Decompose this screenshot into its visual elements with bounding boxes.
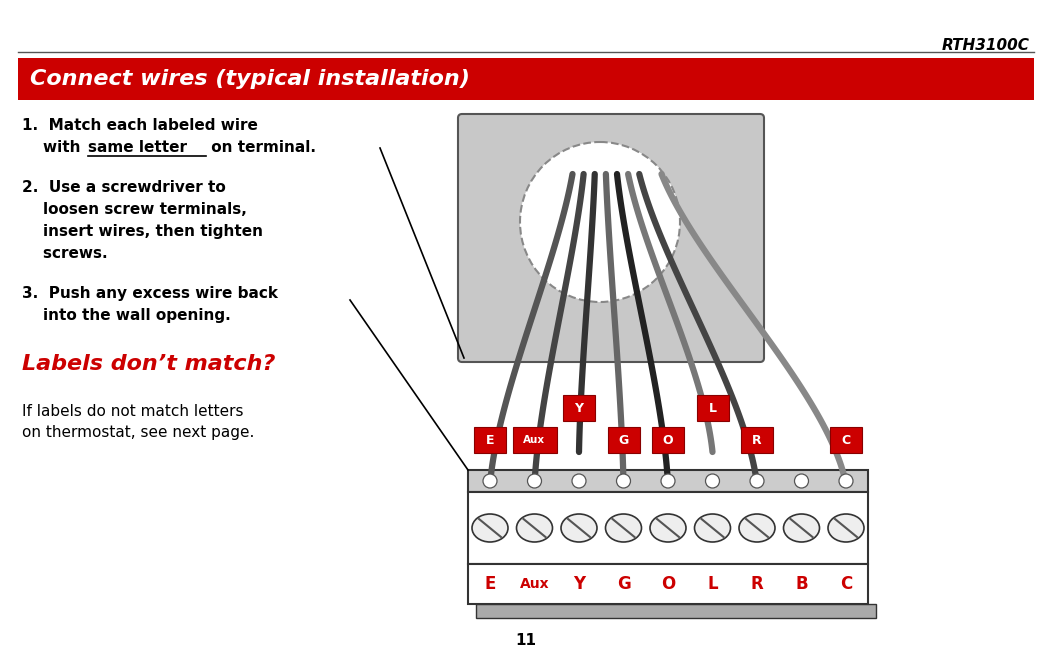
- Text: Y: Y: [574, 401, 584, 415]
- Text: L: L: [708, 401, 716, 415]
- Ellipse shape: [472, 514, 508, 542]
- Text: Connect wires (typical installation): Connect wires (typical installation): [31, 69, 470, 89]
- Text: R: R: [751, 575, 764, 593]
- Text: Y: Y: [573, 575, 585, 593]
- Text: same letter: same letter: [88, 140, 187, 155]
- FancyBboxPatch shape: [512, 427, 557, 453]
- FancyBboxPatch shape: [476, 604, 876, 618]
- FancyBboxPatch shape: [474, 427, 506, 453]
- Circle shape: [661, 474, 675, 488]
- Text: G: G: [619, 433, 629, 446]
- Text: screws.: screws.: [22, 246, 107, 261]
- Text: 2.  Use a screwdriver to: 2. Use a screwdriver to: [22, 180, 226, 195]
- Circle shape: [520, 142, 680, 302]
- FancyBboxPatch shape: [18, 58, 1034, 100]
- Ellipse shape: [694, 514, 730, 542]
- Text: 11: 11: [515, 633, 537, 648]
- Text: Aux: Aux: [524, 435, 546, 445]
- FancyBboxPatch shape: [458, 114, 764, 362]
- Ellipse shape: [606, 514, 642, 542]
- Text: G: G: [616, 575, 630, 593]
- FancyBboxPatch shape: [468, 470, 868, 492]
- FancyBboxPatch shape: [468, 564, 868, 604]
- Ellipse shape: [650, 514, 686, 542]
- FancyBboxPatch shape: [696, 395, 728, 421]
- Text: with: with: [22, 140, 86, 155]
- Text: E: E: [484, 575, 495, 593]
- FancyBboxPatch shape: [652, 427, 684, 453]
- Circle shape: [839, 474, 853, 488]
- Text: L: L: [707, 575, 717, 593]
- Text: If labels do not match letters
on thermostat, see next page.: If labels do not match letters on thermo…: [22, 404, 255, 440]
- Text: Aux: Aux: [520, 577, 549, 591]
- FancyBboxPatch shape: [741, 427, 773, 453]
- Text: C: C: [842, 433, 851, 446]
- Circle shape: [616, 474, 630, 488]
- Ellipse shape: [561, 514, 596, 542]
- Ellipse shape: [784, 514, 820, 542]
- Text: on terminal.: on terminal.: [206, 140, 316, 155]
- Text: into the wall opening.: into the wall opening.: [22, 308, 230, 323]
- Text: B: B: [795, 575, 808, 593]
- FancyBboxPatch shape: [830, 427, 862, 453]
- Text: O: O: [663, 433, 673, 446]
- Text: 3.  Push any excess wire back: 3. Push any excess wire back: [22, 286, 278, 301]
- Text: E: E: [486, 433, 494, 446]
- Circle shape: [750, 474, 764, 488]
- Circle shape: [706, 474, 720, 488]
- Ellipse shape: [517, 514, 552, 542]
- Text: loosen screw terminals,: loosen screw terminals,: [22, 202, 247, 217]
- Text: 1.  Match each labeled wire: 1. Match each labeled wire: [22, 118, 258, 133]
- Ellipse shape: [828, 514, 864, 542]
- Text: C: C: [839, 575, 852, 593]
- Text: R: R: [752, 433, 762, 446]
- Circle shape: [483, 474, 497, 488]
- Circle shape: [794, 474, 809, 488]
- Circle shape: [527, 474, 542, 488]
- FancyBboxPatch shape: [468, 492, 868, 564]
- Text: Labels don’t match?: Labels don’t match?: [22, 354, 276, 374]
- Text: RTH3100C: RTH3100C: [942, 38, 1030, 53]
- Text: O: O: [661, 575, 675, 593]
- Circle shape: [572, 474, 586, 488]
- Ellipse shape: [739, 514, 775, 542]
- FancyBboxPatch shape: [563, 395, 595, 421]
- FancyBboxPatch shape: [607, 427, 640, 453]
- Text: insert wires, then tighten: insert wires, then tighten: [22, 224, 263, 239]
